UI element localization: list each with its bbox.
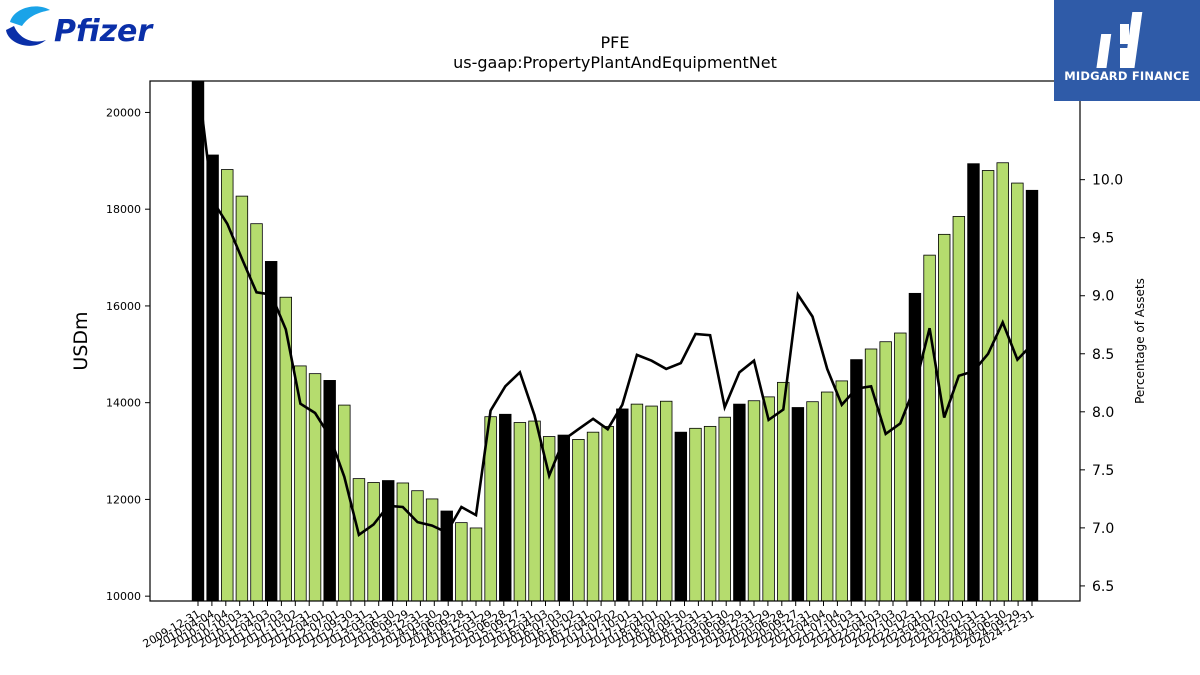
bar	[733, 403, 746, 602]
bar	[308, 373, 322, 602]
bar	[894, 332, 907, 602]
y2-tick-label: 7.0	[1092, 521, 1114, 537]
bar	[572, 439, 585, 602]
bar	[382, 480, 395, 602]
bar	[747, 400, 761, 602]
bar	[1025, 189, 1039, 602]
pfizer-swoosh-bottom-icon	[6, 26, 46, 46]
y-tick-label: 18000	[106, 203, 141, 216]
pfizer-swoosh-top-icon	[10, 6, 50, 26]
bar	[557, 434, 570, 602]
bar	[835, 380, 848, 602]
bar	[689, 427, 702, 602]
y2-tick-label: 8.0	[1092, 405, 1114, 421]
bar	[879, 341, 892, 602]
bar	[660, 400, 673, 602]
bar	[499, 413, 512, 602]
bar	[352, 478, 366, 602]
bar	[645, 405, 658, 602]
bar	[264, 261, 278, 602]
bar	[952, 216, 966, 602]
bar	[528, 420, 541, 602]
pfizer-logo-text: Pfizer	[54, 14, 154, 49]
bar-series	[191, 80, 1039, 602]
percentage-line	[196, 80, 1033, 537]
bar	[191, 80, 205, 602]
midgard-mark-icon	[1096, 12, 1143, 68]
y-tick-label: 12000	[106, 493, 141, 506]
y2-tick-label: 6.5	[1092, 579, 1114, 595]
y2-axis-label: Percentage of Assets	[1133, 278, 1147, 404]
bar	[616, 408, 629, 602]
bar	[206, 154, 219, 602]
pfizer-logo: Pfizer	[6, 6, 154, 49]
bar	[323, 380, 336, 602]
bar	[367, 482, 380, 602]
bar	[411, 490, 424, 602]
bar	[791, 407, 805, 602]
bar	[425, 498, 439, 602]
bar	[967, 163, 980, 602]
bar	[923, 254, 936, 602]
y-axis-right: 6.5 7.0 7.5 8.0 8.5 9.0 9.5 10.0	[1080, 173, 1123, 595]
y2-tick-label: 9.0	[1092, 289, 1114, 305]
bar	[396, 482, 410, 602]
bar	[806, 401, 819, 602]
midgard-logo-text: MIDGARD FINANCE	[1064, 69, 1190, 83]
y2-tick-label: 9.5	[1092, 231, 1114, 247]
midgard-finance-logo: MIDGARD FINANCE	[1054, 0, 1200, 101]
y2-tick-label: 7.5	[1092, 463, 1114, 479]
y-tick-label: 10000	[106, 590, 141, 603]
bar	[850, 359, 863, 602]
bar	[455, 522, 468, 602]
bar	[718, 416, 731, 602]
bar	[674, 431, 688, 602]
bar	[469, 527, 483, 602]
x-axis: 2009-12-312010-04-042010-07-042010-10-03…	[141, 601, 1037, 651]
y-tick-label: 16000	[106, 300, 141, 313]
bar	[601, 425, 614, 602]
y2-tick-label: 8.5	[1092, 347, 1114, 363]
bar	[1011, 182, 1024, 602]
line-series	[196, 80, 1033, 537]
bar	[513, 422, 527, 602]
y-tick-label: 14000	[106, 397, 141, 410]
y-tick-label: 20000	[106, 106, 141, 119]
chart-subtitle: us-gaap:PropertyPlantAndEquipmentNet	[453, 53, 777, 72]
y-axis-left: 10000 12000 14000 16000 18000 20000	[106, 106, 150, 603]
bar	[981, 170, 995, 602]
bar	[586, 431, 600, 602]
y2-tick-label: 10.0	[1092, 173, 1123, 189]
bar	[820, 391, 834, 602]
bar	[630, 403, 644, 602]
chart-title: PFE	[601, 33, 630, 52]
bar	[338, 404, 351, 602]
bar	[777, 381, 790, 602]
bar	[279, 296, 292, 602]
bar	[703, 425, 717, 602]
bar	[908, 292, 922, 602]
y-axis-label: USDm	[70, 311, 92, 370]
bar	[762, 396, 775, 602]
bar	[996, 162, 1009, 602]
